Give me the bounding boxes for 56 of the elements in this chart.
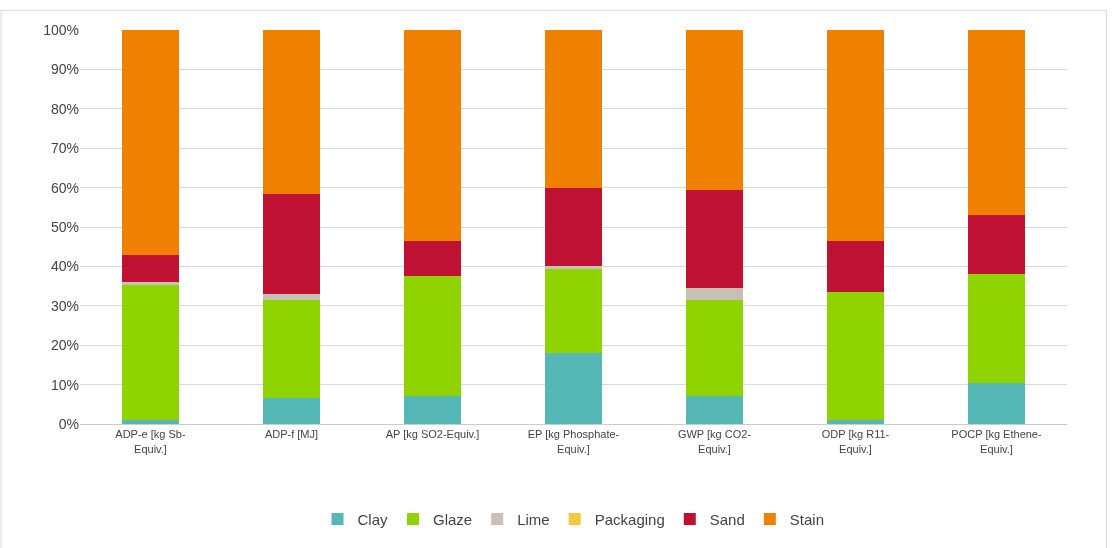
- legend-label: Stain: [789, 510, 825, 528]
- x-tick-label: ODP [kg R11- Equiv.]: [821, 428, 890, 455]
- y-tick-label: 90%: [50, 61, 79, 78]
- bar: [545, 353, 602, 424]
- legend-label: Clay: [357, 510, 389, 528]
- bar: [686, 299, 743, 397]
- bar: [968, 382, 1025, 424]
- legend-label: Sand: [709, 510, 745, 528]
- bar: [404, 276, 461, 397]
- y-tick-label: 10%: [50, 376, 79, 393]
- y-tick-label: 30%: [50, 297, 79, 314]
- x-tick-label: ADP-f [MJ]: [264, 428, 319, 441]
- bar: [827, 240, 884, 293]
- x-tick-label: ADP-e [kg Sb- Equiv.]: [115, 428, 186, 455]
- bar: [122, 420, 179, 424]
- x-tick-label: POCP [kg Ethene- Equiv.]: [951, 428, 1042, 455]
- bar: [263, 398, 320, 424]
- y-tick-label: 50%: [50, 218, 79, 235]
- y-tick-label: 80%: [50, 100, 79, 117]
- bar: [686, 288, 743, 300]
- y-tick-label: 70%: [50, 140, 79, 157]
- bar: [686, 396, 743, 424]
- bar: [545, 187, 602, 267]
- bar: [827, 30, 884, 241]
- x-tick-label: EP [kg Phosphate- Equiv.]: [527, 428, 620, 455]
- bar: [827, 420, 884, 424]
- bar: [545, 268, 602, 354]
- y-tick-label: 40%: [50, 258, 79, 275]
- bar: [545, 30, 602, 188]
- bar: [404, 30, 461, 241]
- bar: [122, 254, 179, 283]
- bar: [545, 266, 602, 269]
- bar: [122, 284, 179, 421]
- bar: [686, 189, 743, 289]
- y-tick-label: 0%: [58, 415, 79, 432]
- bar: [968, 215, 1025, 275]
- legend-label: Lime: [517, 510, 550, 528]
- bar: [263, 30, 320, 194]
- bar: [122, 30, 179, 255]
- bar: [122, 282, 179, 285]
- legend-label: Packaging: [594, 510, 665, 528]
- y-tick-label: 60%: [50, 179, 79, 196]
- bar: [968, 274, 1025, 383]
- bar: [263, 293, 320, 300]
- bar: [404, 396, 461, 424]
- bar: [404, 240, 461, 277]
- bar: [263, 299, 320, 399]
- bar: [968, 30, 1025, 216]
- x-tick-label: AP [kg SO2-Equiv.]: [385, 428, 480, 441]
- bar: [263, 193, 320, 294]
- bar: [827, 292, 884, 421]
- bar: [686, 30, 743, 190]
- x-tick-label: GWP [kg CO2- Equiv.]: [677, 428, 752, 455]
- y-tick-label: 20%: [50, 337, 79, 354]
- y-tick-label: 100%: [43, 21, 79, 38]
- legend-label: Glaze: [433, 510, 473, 528]
